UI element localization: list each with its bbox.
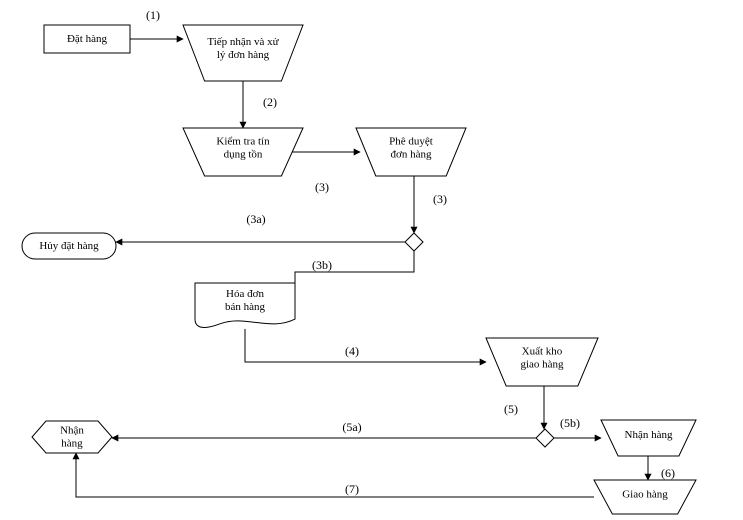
node-label: Nhận hàng: [625, 429, 673, 441]
edge-giao_hang-nhan_hex: [76, 453, 594, 497]
edge-label: (7): [345, 482, 359, 496]
edge-label: (3a): [246, 212, 265, 226]
node-label: Đặt hàng: [67, 33, 108, 45]
node-decision2: [536, 429, 554, 447]
edge-label: (1): [146, 8, 160, 22]
edge-label: (3): [315, 180, 329, 194]
node-label: Nhậnhàng: [60, 424, 84, 449]
node-label: Hủy đặt hàng: [39, 240, 99, 252]
edge-hoa_don-xuat_kho: [245, 329, 486, 362]
flowchart-canvas: (1) (2) (3) (3) (3a) (3b) (4) (5) (5a) (5b) (6) (7)…: [0, 0, 743, 520]
edge-label: (5a): [342, 420, 361, 434]
edge-label: (2): [263, 95, 277, 109]
node-label: Phê duyệtđơn hàng: [389, 135, 433, 160]
edge-label: (3b): [312, 258, 332, 272]
node-label: Tiếp nhận và xửlý đơn hàng: [207, 36, 279, 61]
node-label: Giao hàng: [622, 488, 668, 500]
node-label: Xuất khogiao hàng: [520, 345, 564, 370]
edge-label: (4): [345, 344, 359, 358]
edge-label: (6): [661, 466, 675, 480]
edge-label: (5b): [560, 416, 580, 430]
node-label: Kiểm tra tíndụng tồn: [216, 135, 270, 160]
node-decision1: [405, 233, 423, 251]
edge-label: (3): [433, 192, 447, 206]
edge-label: (5): [504, 402, 518, 416]
node-label: Hóa đơnbán hàng: [225, 288, 266, 313]
